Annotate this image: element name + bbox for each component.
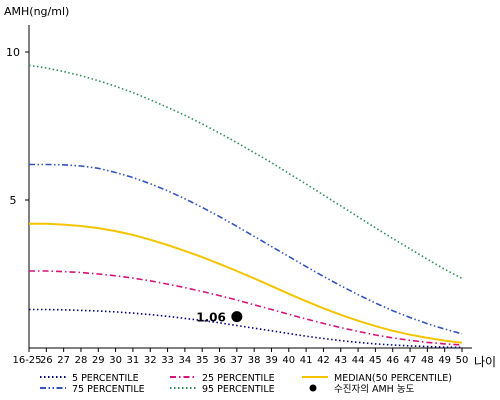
patient-amh-point	[231, 311, 243, 323]
x-tick-label: 31	[127, 355, 140, 366]
x-tick-label: 46	[386, 355, 399, 366]
legend-label: 5 PERCENTILE	[72, 373, 139, 384]
y-tick-label: 10	[6, 46, 20, 59]
series-line	[29, 222, 463, 344]
x-tick-label: 47	[404, 355, 417, 366]
x-tick-label: 50	[456, 355, 469, 366]
x-tick-label: 33	[161, 355, 174, 366]
x-tick-label: 40	[282, 355, 295, 366]
y-ticks: 5 10	[6, 46, 29, 207]
series-line	[28, 64, 463, 280]
y-tick-label: 5	[10, 194, 17, 207]
x-tick-label: 39	[265, 355, 278, 366]
x-tick-label: 45	[369, 355, 382, 366]
legend-label: 75 PERCENTILE	[72, 384, 145, 395]
x-tick-label: 48	[421, 355, 434, 366]
x-tick-label: 34	[179, 355, 192, 366]
x-tick-label: 16-25	[12, 355, 41, 366]
series-line	[29, 270, 463, 346]
patient-amh-marker: 1.06	[196, 311, 243, 325]
x-tick-label: 38	[248, 355, 261, 366]
legend-label: 95 PERCENTILE	[202, 384, 275, 395]
x-tick-label: 26	[40, 355, 53, 366]
x-tick-label: 37	[230, 355, 243, 366]
x-tick-label: 28	[75, 355, 88, 366]
legend-label: 25 PERCENTILE	[202, 373, 275, 384]
x-tick-label: 42	[317, 355, 330, 366]
legend: 5 PERCENTILE 25 PERCENTILE MEDIAN(50 PERCE…	[40, 373, 452, 395]
x-tick-label: 49	[438, 355, 451, 366]
x-tick-label: 43	[334, 355, 347, 366]
legend-label: 수진자의 AMH 농도	[334, 384, 415, 395]
x-tick-label: 29	[92, 355, 105, 366]
series-lines	[28, 64, 463, 349]
y-axis-label: AMH(ng/ml)	[4, 5, 69, 18]
x-tick-label: 36	[213, 355, 226, 366]
series-line	[29, 308, 463, 349]
patient-amh-value: 1.06	[196, 311, 226, 325]
x-tick-label: 41	[300, 355, 313, 366]
x-tick-label: 44	[352, 355, 365, 366]
x-tick-label: 30	[109, 355, 122, 366]
x-tick-label: 27	[57, 355, 70, 366]
x-tick-label: 32	[144, 355, 157, 366]
series-line	[29, 163, 463, 335]
x-tick-label: 35	[196, 355, 209, 366]
legend-marker	[309, 384, 317, 392]
x-axis-label: 나이	[474, 355, 496, 369]
legend-label: MEDIAN(50 PERCENTILE)	[334, 373, 452, 384]
